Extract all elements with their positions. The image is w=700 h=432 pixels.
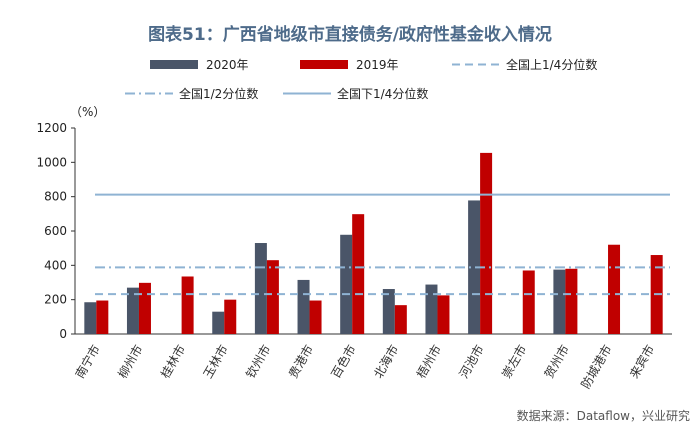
- bar-2020: [553, 269, 566, 334]
- bar-2019: [352, 214, 365, 334]
- legend: 2020年 2019年 全国上1/4分位数 全国1/2分位数 全国下1/4分位数: [125, 57, 597, 101]
- y-tick-label: 800: [44, 190, 67, 204]
- bar-2019: [309, 300, 322, 334]
- bar-2019: [394, 305, 407, 334]
- x-category-label: 玉林市: [200, 342, 231, 381]
- x-category-label: 钦州市: [242, 342, 273, 381]
- x-category-label: 贵港市: [285, 342, 316, 381]
- bar-2019: [266, 260, 279, 334]
- x-category-label: 贺州市: [541, 342, 572, 381]
- bar-2020: [382, 289, 395, 334]
- chart-title: 图表51：广西省地级市直接债务/政府性基金收入情况: [148, 24, 552, 45]
- y-axis-unit-label: （%）: [70, 105, 105, 119]
- x-category-label: 南宁市: [72, 342, 103, 381]
- legend-swatch-2019: [300, 60, 348, 69]
- bar-2019: [480, 152, 493, 334]
- x-category-label: 柳州市: [115, 342, 146, 381]
- bar-2020: [126, 287, 139, 334]
- bar-2019: [565, 268, 578, 334]
- bar-2020: [254, 243, 267, 334]
- x-category-label: 北海市: [370, 342, 401, 381]
- bar-2020: [297, 279, 310, 334]
- bar-2019: [522, 270, 535, 334]
- bar-2020: [84, 302, 97, 334]
- bar-2019: [224, 299, 237, 334]
- y-tick-label: 1000: [36, 155, 67, 169]
- legend-label-2019: 2019年: [356, 58, 399, 72]
- bar-2019: [181, 276, 194, 334]
- x-category-label: 崇左市: [498, 342, 529, 381]
- x-category-label: 梧州市: [413, 342, 444, 381]
- bar-2020: [425, 284, 438, 334]
- bar-2019: [437, 295, 450, 334]
- y-tick-label: 600: [44, 224, 67, 238]
- bar-2020: [468, 200, 481, 334]
- bar-2019: [608, 244, 621, 334]
- x-category-label: 桂林市: [157, 342, 188, 381]
- bar-2019: [138, 282, 151, 334]
- y-tick-label: 1200: [36, 121, 67, 135]
- legend-swatch-2020: [150, 60, 198, 69]
- y-tick-label: 0: [59, 327, 67, 341]
- legend-label-median: 全国1/2分位数: [179, 86, 258, 101]
- bar-2019: [96, 300, 109, 334]
- y-tick-label: 400: [44, 258, 67, 272]
- bar-2020: [340, 234, 353, 334]
- legend-label-lower-quartile: 全国下1/4分位数: [337, 86, 428, 101]
- source-note: 数据来源：Dataflow，兴业研究: [517, 408, 690, 423]
- x-category-label: 百色市: [328, 342, 359, 381]
- legend-label-2020: 2020年: [206, 58, 249, 72]
- plot-area: 0 200 400 600 800 1000 1200 南宁市 柳州市 桂林市 玉林市 钦州市 贵港市百…: [36, 121, 672, 391]
- legend-label-upper-quartile: 全国上1/4分位数: [506, 57, 597, 72]
- bar-2020: [212, 311, 225, 334]
- x-category-label: 河池市: [456, 342, 487, 381]
- y-tick-label: 200: [44, 293, 67, 307]
- x-category-label: 来宾市: [626, 342, 657, 381]
- x-category-label: 防城港市: [578, 342, 615, 391]
